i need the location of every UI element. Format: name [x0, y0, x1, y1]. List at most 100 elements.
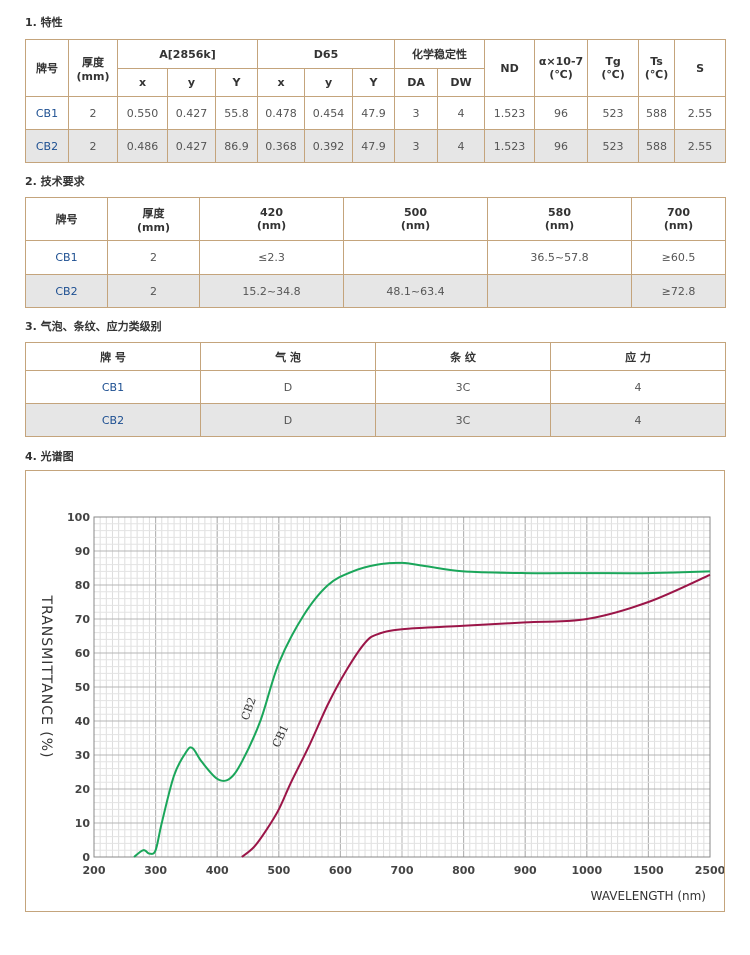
header-d65: D65 — [257, 39, 396, 69]
data-cell: 523 — [587, 129, 640, 163]
subheader: DA — [394, 68, 439, 97]
data-cell: 4 — [550, 370, 726, 404]
header-brand: 牌 号 — [25, 342, 201, 371]
y-axis-label: TRANSMITTANCE (%) — [38, 595, 54, 759]
brand-cell: CB1 — [25, 240, 108, 275]
x-tick-label: 500 — [267, 864, 290, 877]
x-tick-label: 800 — [452, 864, 475, 877]
data-cell: D — [200, 403, 376, 437]
plot-frame — [93, 516, 711, 858]
header-bubble: 气 泡 — [200, 342, 376, 371]
header-alpha: α×10-7 (℃) — [534, 39, 589, 97]
y-tick-label: 50 — [75, 681, 91, 694]
brand-cell: CB2 — [25, 403, 201, 437]
x-tick-label: 600 — [329, 864, 352, 877]
x-tick-label: 1000 — [571, 864, 602, 877]
subheader: y — [167, 68, 216, 97]
grade-table: 牌 号 气 泡 条 纹 应 力 CB1 D 3C 4 CB2 D 3C 4 — [25, 342, 726, 437]
data-cell: 588 — [638, 129, 676, 163]
header-stress: 应 力 — [550, 342, 726, 371]
data-cell: 0.368 — [257, 129, 306, 163]
y-tick-label: 90 — [75, 545, 91, 558]
y-tick-label: 100 — [67, 511, 90, 524]
x-tick-label: 900 — [514, 864, 537, 877]
data-cell: 2 — [68, 96, 118, 130]
y-tick-label: 0 — [82, 851, 90, 864]
subheader: DW — [437, 68, 486, 97]
data-cell: 2.55 — [674, 129, 727, 163]
subheader: Y — [352, 68, 396, 97]
data-cell: 588 — [638, 96, 676, 130]
data-cell: 86.9 — [214, 129, 259, 163]
data-cell: ≥60.5 — [631, 240, 726, 275]
data-cell: ≥72.8 — [631, 274, 726, 308]
x-tick-label: 400 — [206, 864, 229, 877]
y-tick-label: 10 — [75, 817, 91, 830]
data-cell: 4 — [550, 403, 726, 437]
spectrum-chart-svg: 200 300 400 500 600 700 800 900 1000 1500 2500 0 10 2… — [38, 511, 724, 903]
data-cell: 0.550 — [117, 96, 168, 130]
x-tick-label: 200 — [83, 864, 106, 877]
header-580nm: 580 (nm) — [487, 197, 632, 241]
table-row: CB1 2 ≤2.3 36.5~57.8 ≥60.5 — [25, 240, 726, 275]
brand-cell: CB2 — [25, 129, 69, 163]
data-cell: 48.1~63.4 — [343, 274, 488, 308]
x-tick-label: 1500 — [633, 864, 664, 877]
data-cell: 2 — [68, 129, 118, 163]
section3-title: 3. 气泡、条纹、应力类级别 — [25, 320, 162, 333]
data-cell: 0.427 — [167, 96, 216, 130]
data-cell: 0.478 — [257, 96, 306, 130]
subheader: x — [117, 68, 168, 97]
data-cell: 3 — [394, 129, 439, 163]
header-s: S — [674, 39, 727, 97]
data-cell: 2 — [107, 240, 200, 275]
brand-cell: CB1 — [25, 370, 201, 404]
section2-title: 2. 技术要求 — [25, 175, 85, 188]
data-cell: 55.8 — [214, 96, 259, 130]
x-tick-label: 300 — [144, 864, 167, 877]
header-700nm: 700 (nm) — [631, 197, 726, 241]
y-tick-label: 30 — [75, 749, 91, 762]
x-tick-label: 700 — [391, 864, 414, 877]
data-cell: 47.9 — [352, 129, 396, 163]
data-cell: 523 — [587, 96, 640, 130]
data-cell: 0.427 — [167, 129, 216, 163]
header-a2856k: A[2856k] — [116, 39, 259, 69]
header-striae: 条 纹 — [375, 342, 551, 371]
y-tick-label: 60 — [75, 647, 91, 660]
y-tick-label: 20 — [75, 783, 91, 796]
spectrum-chart: 200 300 400 500 600 700 800 900 1000 1500 2500 0 10 2… — [25, 470, 725, 912]
x-tick-label: 2500 — [695, 864, 724, 877]
table-row: CB1 D 3C 4 — [25, 370, 726, 404]
data-cell: 3 — [394, 96, 439, 130]
table-row: CB2 D 3C 4 — [25, 403, 726, 437]
data-cell: 96 — [534, 96, 589, 130]
y-tick-label: 70 — [75, 613, 91, 626]
table-row: CB2 2 15.2~34.8 48.1~63.4 ≥72.8 — [25, 274, 726, 308]
table-row: CB1 2 0.550 0.427 55.8 0.478 0.454 47.9 … — [25, 96, 727, 130]
header-brand: 牌号 — [25, 197, 108, 241]
technical-requirements-table: 牌号 厚度 (mm) 420 (nm) 500 (nm) 580 (nm) 70… — [25, 197, 726, 308]
series-line-cb2 — [133, 561, 711, 858]
subheader: y — [304, 68, 354, 97]
y-tick-label: 80 — [75, 579, 91, 592]
data-cell: 15.2~34.8 — [199, 274, 344, 308]
header-420nm: 420 (nm) — [199, 197, 344, 241]
series-line-cb1 — [241, 573, 711, 858]
data-cell: 2.55 — [674, 96, 727, 130]
data-cell: 4 — [437, 129, 486, 163]
x-axis-label: WAVELENGTH (nm) — [591, 889, 706, 903]
y-tick-label: 40 — [75, 715, 91, 728]
data-cell: D — [200, 370, 376, 404]
data-cell: 0.392 — [304, 129, 354, 163]
data-cell: 1.523 — [484, 129, 536, 163]
data-cell: 47.9 — [352, 96, 396, 130]
data-cell: 96 — [534, 129, 589, 163]
header-500nm: 500 (nm) — [343, 197, 488, 241]
section1-title: 1. 特性 — [25, 16, 63, 29]
header-thickness: 厚度 (mm) — [107, 197, 200, 241]
data-cell: 0.454 — [304, 96, 354, 130]
data-cell: 2 — [107, 274, 200, 308]
properties-table: 牌号 厚度 (mm) A[2856k] D65 化学稳定性 ND α×10-7 … — [25, 39, 727, 163]
data-cell: 0.486 — [117, 129, 168, 163]
